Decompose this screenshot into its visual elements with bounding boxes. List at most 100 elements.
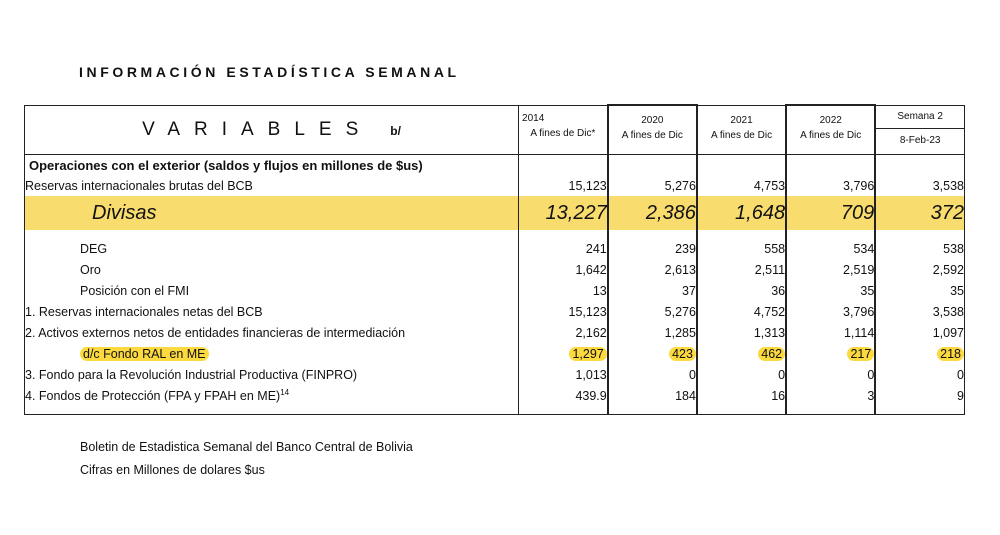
value-text: 3,796	[843, 304, 875, 319]
value-cell: 709	[785, 196, 877, 230]
value-text: 2,592	[932, 262, 964, 277]
value-cell: 35	[875, 280, 964, 301]
value-text: 0	[957, 367, 964, 382]
value-text: 439.9	[575, 388, 607, 403]
value-text: 1,297	[569, 346, 607, 361]
value-text: 2,386	[645, 201, 696, 224]
value-text: 3	[867, 388, 875, 403]
value-cell: 4,753	[696, 175, 787, 196]
value-text: 9	[957, 388, 964, 403]
divisas-row: Divisas 13,227 2,386 1,648 709 372	[24, 196, 965, 230]
statistics-table: VARIABLES b/ 2014 A fines de Dic* 2020 A …	[24, 104, 965, 415]
value-cell: 0	[606, 364, 698, 385]
section-row: Operaciones con el exterior (saldos y fl…	[24, 154, 965, 175]
row-label: Divisas	[24, 196, 520, 230]
value-text: 1,013	[575, 367, 607, 382]
value-cell: 2,511	[696, 259, 787, 280]
value-text: 0	[778, 367, 786, 382]
row-label: d/c Fondo RAL en ME	[24, 343, 520, 364]
value-text: 3,796	[843, 178, 875, 193]
value-text: 13	[592, 283, 607, 298]
value-cell: 1,313	[696, 322, 787, 343]
column-year: 2021	[730, 114, 753, 126]
value-cell: 239	[606, 238, 698, 259]
value-cell: 9	[875, 385, 964, 406]
value-cell: 1,642	[518, 259, 609, 280]
value-cell: 3,796	[785, 175, 877, 196]
value-text: 0	[867, 367, 875, 382]
value-cell: 5,276	[606, 301, 698, 322]
value-text: 1,648	[735, 201, 786, 224]
section-title: Operaciones con el exterior (saldos y fl…	[24, 154, 520, 175]
value-cell: 462	[696, 343, 787, 364]
column-header-2014: 2014 A fines de Dic*	[518, 105, 609, 155]
value-text: 184	[675, 388, 696, 403]
column-subtitle: A fines de Dic*	[530, 127, 596, 139]
value-text: 2,519	[843, 262, 875, 277]
value-text: 1,114	[843, 325, 875, 340]
row-label-text: Posición con el FMI	[80, 283, 190, 298]
row-label-text: d/c Fondo RAL en ME	[80, 346, 209, 361]
value-cell: 3,796	[785, 301, 877, 322]
oro-row: Oro 1,642 2,613 2,511 2,519 2,592	[24, 259, 965, 280]
value-text: 2,162	[575, 325, 607, 340]
column-year: 2020	[641, 115, 664, 126]
value-text: 16	[771, 388, 786, 403]
deg-row: DEG 241 239 558 534 538	[24, 238, 965, 259]
value-text: 462	[758, 346, 786, 361]
value-cell: 35	[785, 280, 877, 301]
value-text: 2,613	[664, 262, 696, 277]
value-cell: 241	[518, 238, 609, 259]
value-text: 3,538	[932, 304, 964, 319]
value-cell: 2,592	[875, 259, 964, 280]
value-cell: 13,227	[518, 196, 609, 230]
value-cell: 0	[785, 364, 877, 385]
value-text: 534	[853, 241, 875, 256]
column-week: Semana 2	[876, 106, 964, 129]
footer-units: Cifras en Millones de dolares $us	[80, 463, 265, 477]
row-label: 4. Fondos de Protección (FPA y FPAH en M…	[24, 385, 520, 406]
value-text: 218	[937, 346, 964, 361]
row-label-text: Reservas internacionales brutas del BCB	[25, 178, 253, 193]
value-cell: 4,752	[696, 301, 787, 322]
value-text: 37	[682, 283, 696, 298]
value-cell: 15,123	[518, 175, 609, 196]
value-cell: 1,097	[875, 322, 964, 343]
value-text: 558	[764, 241, 786, 256]
column-header-2021: 2021 A fines de Dic	[696, 105, 787, 155]
value-text: 372	[930, 201, 964, 224]
value-cell: 558	[696, 238, 787, 259]
row-label-text: 2. Activos externos netos de entidades f…	[25, 325, 406, 340]
value-cell: 3,538	[875, 175, 964, 196]
value-cell: 0	[875, 364, 964, 385]
row-label: 2. Activos externos netos de entidades f…	[24, 322, 520, 343]
value-text: 35	[860, 283, 875, 298]
value-text: 5,276	[664, 178, 696, 193]
value-text: 15,123	[568, 178, 607, 193]
value-cell: 1,013	[518, 364, 609, 385]
column-header-semana: Semana 2 8-Feb-23	[874, 105, 965, 155]
page-heading: INFORMACIÓN ESTADÍSTICA SEMANAL	[79, 64, 460, 80]
value-cell: 1,297	[518, 343, 609, 364]
value-cell: 2,613	[606, 259, 698, 280]
value-text: 4,752	[753, 304, 786, 319]
variables-title-suffix: b/	[390, 123, 401, 138]
row-label: Reservas internacionales brutas del BCB	[24, 175, 520, 196]
value-cell: 16	[696, 385, 787, 406]
value-cell: 15,123	[518, 301, 609, 322]
column-date: 8-Feb-23	[899, 134, 941, 146]
value-text: 15,123	[568, 304, 607, 319]
row-label-text: DEG	[80, 241, 108, 256]
value-cell: 2,162	[518, 322, 609, 343]
column-year: 2014	[522, 112, 545, 124]
value-text: 36	[771, 283, 786, 298]
value-cell: 3,538	[875, 301, 964, 322]
value-cell: 1,285	[606, 322, 698, 343]
value-cell: 1,648	[696, 196, 787, 230]
value-cell: 3	[785, 385, 877, 406]
footnote-marker: 14	[280, 387, 290, 397]
value-cell: 218	[875, 343, 964, 364]
value-text: 1,313	[753, 325, 786, 340]
row-label-text: 3. Fondo para la Revolución Industrial P…	[25, 367, 358, 382]
row-label-text: 1. Reservas internacionales netas del BC…	[25, 304, 263, 319]
